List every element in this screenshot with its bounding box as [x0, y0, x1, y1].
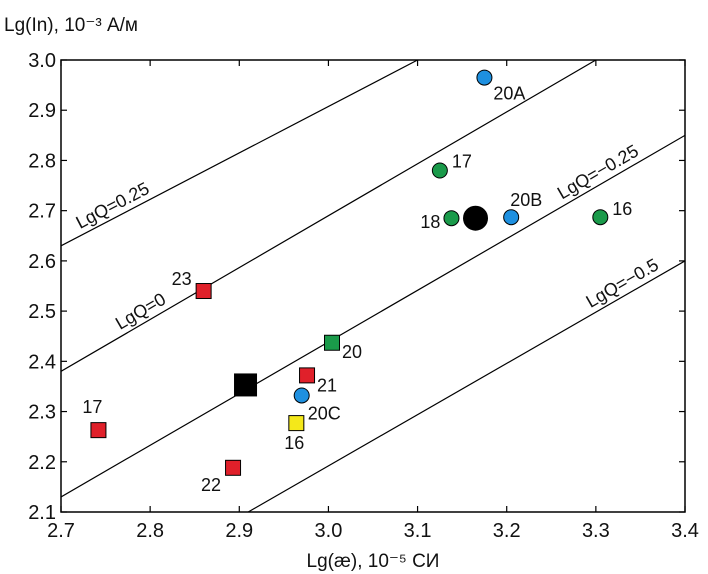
point-label: 18 — [420, 212, 440, 232]
x-tick-label: 3.1 — [404, 520, 432, 542]
x-tick-label: 3.4 — [671, 520, 699, 542]
point-label: 20 — [342, 342, 362, 362]
q-line — [61, 134, 685, 498]
point-label: 23 — [172, 269, 192, 289]
q-line-label: LgQ=0.25 — [73, 178, 153, 232]
x-tick-label: 2.9 — [225, 520, 253, 542]
circle-marker — [443, 210, 460, 227]
plot-frame — [60, 59, 686, 513]
q-line — [61, 60, 418, 247]
y-tick-label: 2.1 — [28, 502, 56, 524]
y-tick-label: 2.2 — [28, 452, 56, 474]
x-tick-label: 2.8 — [136, 520, 164, 542]
q-lines — [61, 60, 685, 512]
circle-marker — [293, 387, 310, 404]
point-label: 16 — [284, 433, 304, 453]
point-label: 17 — [82, 397, 102, 417]
x-tick-label: 3.0 — [315, 520, 343, 542]
square-marker — [299, 367, 316, 384]
x-tick-label: 2.7 — [47, 520, 75, 542]
point-label: 22 — [201, 475, 221, 495]
point-label: 21 — [317, 375, 337, 395]
y-tick-label: 2.6 — [28, 251, 56, 273]
y-tick-label: 2.7 — [28, 201, 56, 223]
x-axis-label: Lg(æ), 10⁻⁵ СИ — [307, 551, 440, 572]
square-marker — [90, 422, 107, 439]
point-label: 20B — [510, 190, 542, 210]
square-marker — [195, 283, 212, 300]
axis-tick-labels: 2.7 2.8 2.9 3.0 3.1 3.2 3.3 3.4 2.1 2.2 2.3 2.4 2.5 2… — [28, 50, 699, 542]
y-axis-label: Lg(In), 10⁻³ А/м — [4, 15, 138, 36]
point-label: 20C — [308, 404, 341, 424]
q-line-label: LgQ=0 — [112, 289, 169, 334]
point-label: 16 — [612, 199, 632, 219]
q-line-label: LgQ=−0.5 — [583, 254, 662, 311]
y-tick-label: 2.3 — [28, 402, 56, 424]
square-marker — [225, 459, 242, 476]
circle-marker — [431, 162, 448, 179]
q-line-label: LgQ=−0.25 — [554, 141, 642, 203]
y-tick-label: 2.4 — [28, 351, 56, 373]
circle-marker — [592, 209, 609, 226]
y-tick-label: 3.0 — [28, 50, 56, 72]
data-markers — [90, 69, 609, 476]
y-tick-label: 2.5 — [28, 301, 56, 323]
square-marker — [288, 415, 305, 432]
y-tick-label: 2.8 — [28, 150, 56, 172]
circle-marker — [476, 69, 493, 86]
q-line — [247, 260, 685, 512]
x-tick-label: 3.3 — [582, 520, 610, 542]
q-line-labels: LgQ=0.25 LgQ=0 LgQ=−0.25 LgQ=−0.5 — [73, 141, 662, 334]
y-tick-label: 2.9 — [28, 100, 56, 122]
large-circle-marker — [463, 205, 489, 231]
axis-ticks — [60, 59, 686, 513]
square-marker — [323, 334, 340, 351]
large-square-marker — [234, 373, 258, 397]
point-label: 17 — [452, 152, 472, 172]
x-tick-label: 3.2 — [493, 520, 521, 542]
circle-marker — [503, 209, 520, 226]
point-label: 20A — [493, 84, 525, 104]
q-line — [61, 60, 597, 372]
